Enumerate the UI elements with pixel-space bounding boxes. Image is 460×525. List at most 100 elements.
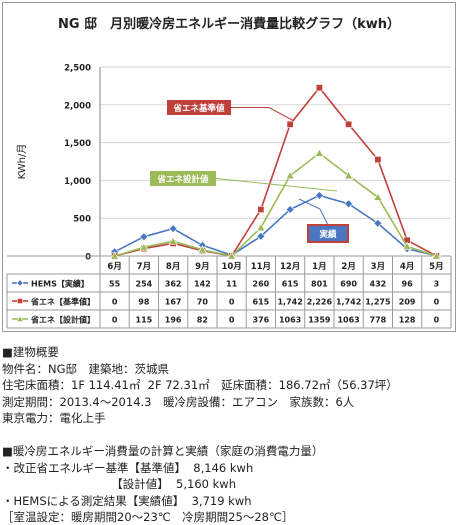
data-label: 1063 [337,316,359,325]
annotation-label: 省エネ基準値 [172,103,225,114]
info-line: 東京電力：電化上手 [2,411,106,425]
energy-chart: NG 邸 月別暖冷房エネルギー消費量比較グラフ（kwh） 0 500 1,000 1,5… [6,16,452,329]
data-point [285,171,295,180]
data-label: 801 [311,280,328,289]
data-point [227,251,237,260]
data-label: 1,275 [365,298,391,307]
info-line: ■暖冷房エネルギー消費量の計算と実績（家庭の消費電力量） [2,444,324,458]
info-line: ・改正省エネルギー基準【基準値】 8,146 kwh [2,460,254,475]
data-label: 70 [197,298,209,307]
y-tick-label: 1,000 [64,177,91,187]
chart-title: NG 邸 月別暖冷房エネルギー消費量比較グラフ（kwh） [58,16,400,32]
data-point [431,251,441,260]
data-point [168,236,178,245]
data-label: 362 [165,280,182,289]
data-label: 1,742 [277,298,302,307]
data-label: 0 [112,316,118,325]
data-label: 0 [112,298,118,307]
data-point [373,218,383,228]
data-point [110,251,120,260]
data-point [256,231,266,241]
series-line [114,152,437,257]
x-tick-label: 7月 [137,262,151,272]
data-point [314,148,324,157]
data-label: 3 [434,280,440,289]
annotation-box [167,100,231,115]
data-point [139,232,149,242]
data-label: 260 [253,280,270,289]
data-point [16,279,24,287]
x-tick-label: 9月 [195,262,209,272]
x-tick-label: 11月 [251,262,271,272]
data-point [344,199,354,209]
data-label: 96 [402,280,414,289]
x-tick-label: 6月 [107,262,121,272]
data-point [16,315,24,322]
data-label: 82 [197,316,208,325]
annotation-label: 省エネ設計値 [156,174,209,185]
data-label: 98 [138,298,150,307]
data-point [373,192,383,201]
data-label: 167 [165,298,182,307]
info-line: 物件名：NG邸 建築地：茨城県 [2,361,170,376]
data-point [197,245,207,254]
data-point [344,171,354,180]
annotation-box [150,171,216,186]
data-label: 254 [136,280,153,289]
data-label: 196 [165,316,182,325]
data-point [315,84,323,92]
series-line [114,194,437,257]
data-label: 115 [136,316,153,325]
data-label: 615 [282,280,299,289]
data-point [257,206,265,214]
data-label: 0 [434,316,440,325]
data-point [139,242,149,251]
info-line: ■建物概要 [2,345,59,359]
data-point [168,224,178,234]
data-label: 690 [340,280,357,289]
info-line: 【設計値】 5,160 kwh [2,477,236,491]
data-label: 142 [194,280,211,289]
data-label: 209 [399,298,416,307]
x-tick-label: 12月 [280,262,300,272]
data-label: 778 [370,316,387,325]
data-label: 55 [109,280,121,289]
data-label: 128 [399,316,416,325]
data-point [314,191,324,200]
legend-label: HEMS【実績】 [31,279,89,289]
x-tick-label: 3月 [371,262,385,272]
data-point [374,156,382,164]
data-label: 615 [253,298,270,307]
data-label: 2,226 [307,298,333,307]
x-tick-label: 2月 [341,262,355,272]
x-tick-label: 1月 [312,262,326,272]
chart-panel: NG 邸 月別暖冷房エネルギー消費量比較グラフ（kwh） 0 500 1,000 1,5… [2,2,456,332]
y-tick-label: 500 [73,215,91,225]
y-tick-label: 2,500 [64,64,91,74]
data-label: 1,742 [336,298,361,307]
y-axis-label: KWh/月 [16,144,28,180]
data-label: 11 [226,280,238,289]
annotation-leader [215,178,338,192]
data-label: 0 [229,298,235,307]
x-tick-label: 10月 [221,262,241,272]
legend-label: 省エネ【設計値】 [30,315,95,325]
annotation-leader [231,107,295,122]
series-line [114,86,437,257]
annotation-leader [298,198,329,226]
data-point [402,241,412,250]
legend-label: 省エネ【基準値】 [30,297,95,307]
x-tick-label: 5月 [429,262,443,272]
y-tick-label: 1,500 [64,139,91,149]
data-point [345,120,353,128]
info-line: 住宅床面積：1F 114.41㎡ 2F 72.31㎡ 延床面積：186.72㎡（… [2,378,398,392]
annotation-box [307,224,349,243]
annotation-label: 実績 [319,229,337,240]
info-line: ［室温設定：暖房期間20～23℃ 冷房期間25～28℃］ [2,510,294,524]
data-label: 0 [434,298,440,307]
data-point [285,205,295,214]
info-line: 測定期間：2013.4～2014.3 暖冷房設備：エアコン 家族数：6人 [2,394,355,409]
data-label: 1359 [308,316,331,325]
data-label: 0 [229,316,235,325]
x-tick-label: 8月 [166,262,180,272]
